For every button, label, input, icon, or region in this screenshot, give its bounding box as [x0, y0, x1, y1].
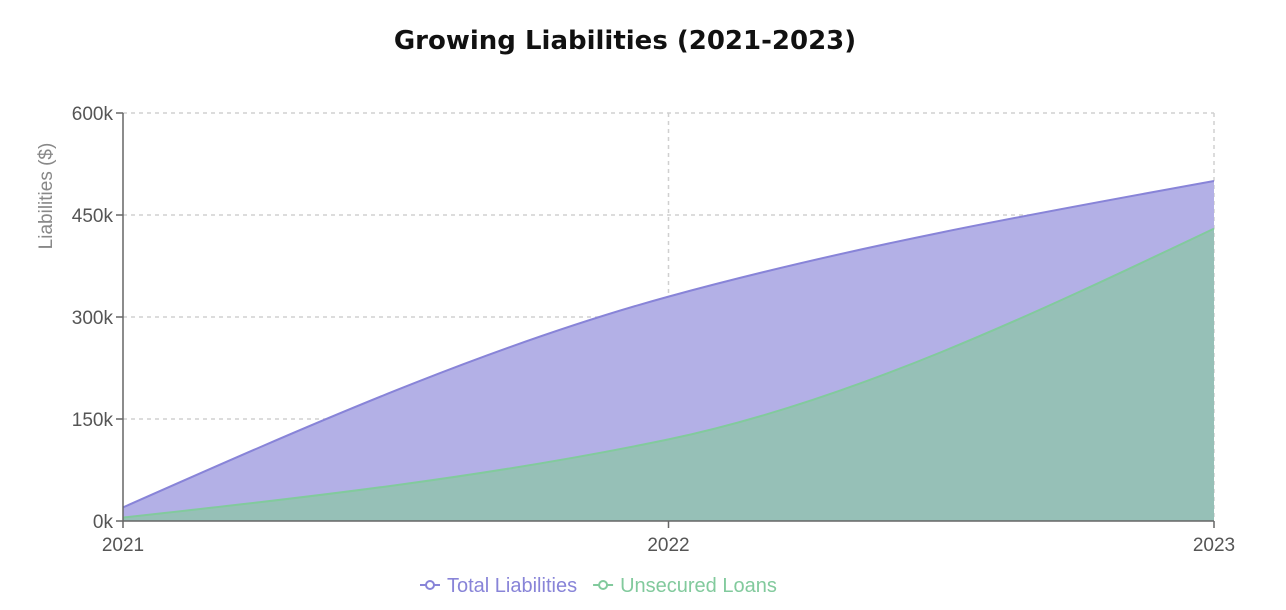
x-tick-label: 2023 — [1193, 535, 1235, 556]
line-total-liabilities — [122, 180, 1215, 509]
y-tick-label: 450k — [72, 206, 114, 227]
x-tick-label: 2022 — [647, 535, 689, 556]
legend-marker-unsecured-loans — [598, 580, 609, 590]
area-unsecured-loans — [123, 228, 1214, 521]
chart-title: Growing Liabilities (2021-2023) — [393, 26, 857, 56]
legend-label-total-liabilities: Total Liabilities — [447, 575, 577, 597]
legend-marker-total-liabilities — [425, 580, 435, 590]
y-tick-label: 150k — [72, 410, 114, 431]
y-tick-label: 600k — [72, 104, 114, 125]
y-axis-title: Liabilities ($) — [36, 143, 57, 250]
y-tick-label: 0k — [93, 512, 114, 533]
x-tick-label: 2021 — [102, 535, 144, 556]
y-tick-label: 300k — [72, 308, 114, 329]
line-unsecured-loans — [122, 227, 1215, 519]
legend-label-unsecured-loans: Unsecured Loans — [620, 575, 777, 597]
